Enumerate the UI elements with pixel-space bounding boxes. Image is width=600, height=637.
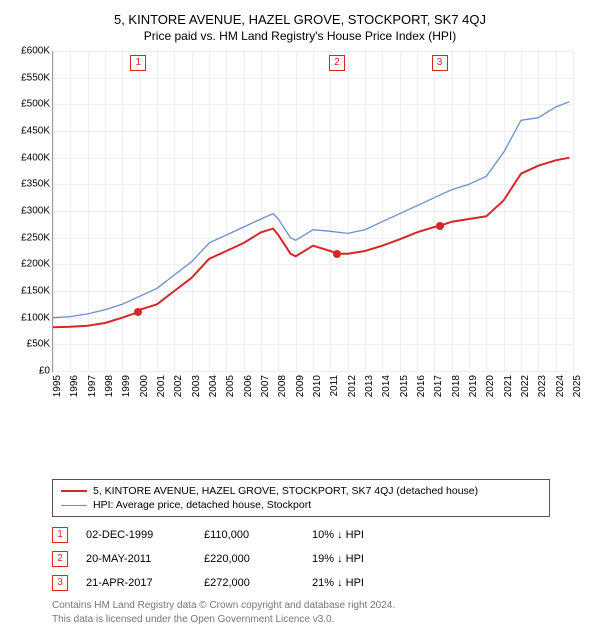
x-tick-label: 2015 bbox=[399, 375, 410, 397]
legend-swatch bbox=[61, 490, 87, 492]
x-tick-label: 2018 bbox=[451, 375, 462, 397]
event-date: 21-APR-2017 bbox=[86, 577, 186, 589]
event-row: 3 21-APR-2017 £272,000 21% ↓ HPI bbox=[52, 575, 590, 591]
x-tick-label: 2011 bbox=[329, 375, 340, 397]
x-tick-label: 2019 bbox=[468, 375, 479, 397]
event-hpi-delta: 19% ↓ HPI bbox=[312, 553, 412, 565]
x-tick-label: 2017 bbox=[433, 375, 444, 397]
y-tick-label: £300K bbox=[21, 206, 50, 217]
x-tick-label: 2001 bbox=[156, 375, 167, 397]
y-tick-label: £50K bbox=[27, 339, 50, 350]
legend-box: 5, KINTORE AVENUE, HAZEL GROVE, STOCKPOR… bbox=[52, 479, 550, 517]
y-tick-label: £350K bbox=[21, 179, 50, 190]
x-tick-label: 1999 bbox=[121, 375, 132, 397]
sale-marker-dot bbox=[333, 250, 341, 258]
gridline-v bbox=[573, 51, 574, 371]
series-line bbox=[53, 158, 570, 328]
event-price: £110,000 bbox=[204, 529, 294, 541]
y-tick-label: £150K bbox=[21, 286, 50, 297]
y-tick-label: £500K bbox=[21, 99, 50, 110]
event-marker-box: 2 bbox=[52, 551, 68, 567]
y-tick-label: £400K bbox=[21, 152, 50, 163]
x-tick-label: 2025 bbox=[572, 375, 583, 397]
legend-label: 5, KINTORE AVENUE, HAZEL GROVE, STOCKPOR… bbox=[93, 485, 478, 497]
y-tick-label: £600K bbox=[21, 46, 50, 57]
y-tick-label: £450K bbox=[21, 126, 50, 137]
x-axis: 1995 1996 1997 1998 1999 2000 2001 2002 2003 2004… bbox=[52, 371, 572, 421]
legend-label: HPI: Average price, detached house, Stoc… bbox=[93, 499, 311, 511]
x-tick-label: 2007 bbox=[260, 375, 271, 397]
x-tick-label: 2021 bbox=[503, 375, 514, 397]
legend-item: HPI: Average price, detached house, Stoc… bbox=[61, 498, 541, 512]
x-tick-label: 2020 bbox=[485, 375, 496, 397]
x-tick-label: 2014 bbox=[381, 375, 392, 397]
x-tick-label: 2006 bbox=[243, 375, 254, 397]
event-date: 20-MAY-2011 bbox=[86, 553, 186, 565]
x-tick-label: 2004 bbox=[208, 375, 219, 397]
legend-swatch bbox=[61, 505, 87, 506]
footer-line-1: Contains HM Land Registry data © Crown c… bbox=[52, 599, 590, 613]
x-tick-label: 2010 bbox=[312, 375, 323, 397]
y-tick-label: £200K bbox=[21, 259, 50, 270]
y-tick-label: £550K bbox=[21, 72, 50, 83]
title-line-2: Price paid vs. HM Land Registry's House … bbox=[10, 29, 590, 43]
event-date: 02-DEC-1999 bbox=[86, 529, 186, 541]
x-tick-label: 1995 bbox=[52, 375, 63, 397]
event-marker-box: 3 bbox=[52, 575, 68, 591]
y-tick-label: £0 bbox=[39, 366, 50, 377]
event-hpi-delta: 21% ↓ HPI bbox=[312, 577, 412, 589]
x-tick-label: 2012 bbox=[347, 375, 358, 397]
y-tick-label: £100K bbox=[21, 312, 50, 323]
x-tick-label: 2002 bbox=[173, 375, 184, 397]
x-tick-label: 2009 bbox=[295, 375, 306, 397]
x-tick-label: 2003 bbox=[191, 375, 202, 397]
events-table: 1 02-DEC-1999 £110,000 10% ↓ HPI 2 20-MAY-201… bbox=[52, 527, 590, 591]
event-marker-box: 1 bbox=[52, 527, 68, 543]
footer-line-2: This data is licensed under the Open Gov… bbox=[52, 613, 590, 627]
x-tick-label: 2000 bbox=[139, 375, 150, 397]
y-tick-label: £250K bbox=[21, 232, 50, 243]
x-tick-label: 2022 bbox=[520, 375, 531, 397]
chart-container: £0 £50K £100K £150K £200K £250K £300K £350K £400… bbox=[10, 51, 590, 421]
x-tick-label: 2016 bbox=[416, 375, 427, 397]
event-row: 1 02-DEC-1999 £110,000 10% ↓ HPI bbox=[52, 527, 590, 543]
x-tick-label: 2008 bbox=[277, 375, 288, 397]
event-row: 2 20-MAY-2011 £220,000 19% ↓ HPI bbox=[52, 551, 590, 567]
sale-marker-label: 1 bbox=[130, 55, 146, 71]
event-price: £272,000 bbox=[204, 577, 294, 589]
x-tick-label: 1996 bbox=[69, 375, 80, 397]
y-axis: £0£50K£100K£150K£200K£250K£300K£350K£400… bbox=[10, 51, 52, 371]
x-tick-label: 1998 bbox=[104, 375, 115, 397]
x-tick-label: 1997 bbox=[87, 375, 98, 397]
sale-marker-label: 2 bbox=[329, 55, 345, 71]
x-tick-label: 2023 bbox=[537, 375, 548, 397]
event-price: £220,000 bbox=[204, 553, 294, 565]
plot-area: 1 2 3 bbox=[52, 51, 573, 372]
chart-svg bbox=[53, 51, 573, 371]
sale-marker-dot bbox=[134, 308, 142, 316]
x-tick-label: 2005 bbox=[225, 375, 236, 397]
legend-item: 5, KINTORE AVENUE, HAZEL GROVE, STOCKPOR… bbox=[61, 484, 541, 498]
x-tick-label: 2013 bbox=[364, 375, 375, 397]
x-tick-label: 2024 bbox=[555, 375, 566, 397]
event-hpi-delta: 10% ↓ HPI bbox=[312, 529, 412, 541]
footer-attribution: Contains HM Land Registry data © Crown c… bbox=[52, 599, 590, 627]
title-line-1: 5, KINTORE AVENUE, HAZEL GROVE, STOCKPOR… bbox=[10, 12, 590, 27]
sale-marker-label: 3 bbox=[432, 55, 448, 71]
sale-marker-dot bbox=[436, 222, 444, 230]
